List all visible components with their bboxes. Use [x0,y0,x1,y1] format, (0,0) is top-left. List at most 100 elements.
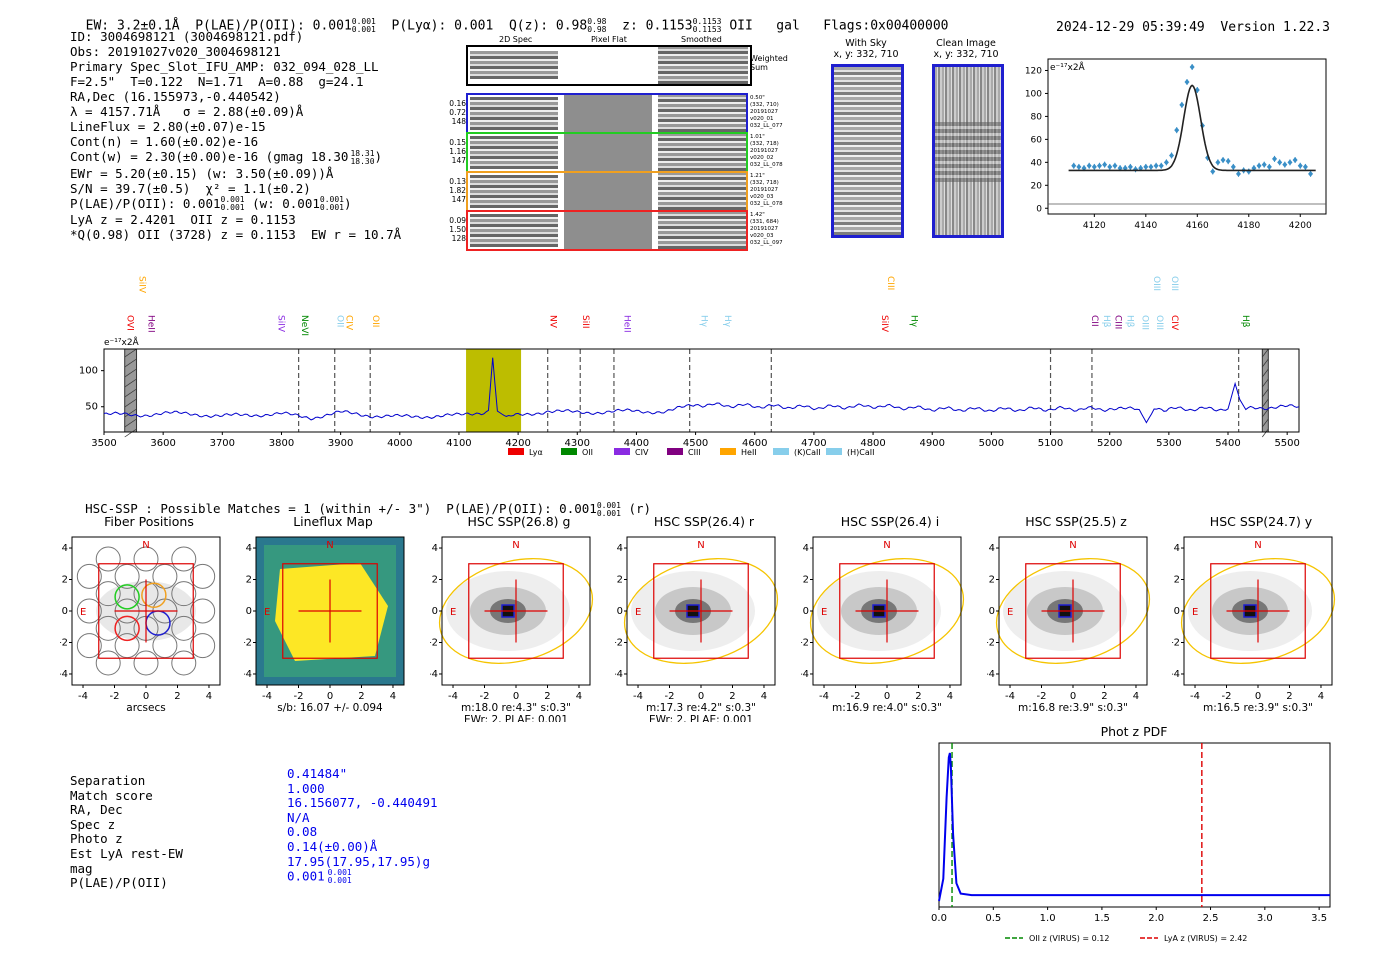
line-fit-point [1143,163,1149,170]
hsc-xtick-label: 2 [544,691,550,702]
hsc-ytick-label: 4 [246,543,252,554]
fiber-circle [76,563,102,589]
cutout-row-frame [466,132,748,173]
hsc-ytick-label: 0 [617,606,623,617]
cutout-flat-image [564,95,652,132]
spectrum-line-label: OII [335,315,345,327]
spectrum-xtick-label: 5100 [1038,438,1063,449]
cutout-meta-line: 032_LL_077 [750,123,783,129]
spectrum-hatch [1262,368,1269,378]
cutout-stat: 147 [451,156,466,165]
line-fit-point [1292,157,1298,164]
match-value: 0.001 0.001 0.001 [287,869,438,885]
cutout-stat: 1.50 [449,225,466,234]
aperture-ellipse [1180,558,1336,664]
info-primary-spec: Primary Spec_Slot_IFU_AMP: 032_094_028_L… [70,59,379,74]
line-fit-plot: e⁻¹⁷x2Å 0 20 40 60 80 100 120 4120 4140 4160 4180… [1025,58,1327,231]
aperture-ellipse [995,558,1151,664]
clean-title-block: Clean Image x, y: 332, 710 [926,38,1006,60]
east-label: E [450,607,456,618]
spectrum-legend-swatch [773,448,789,455]
cutout-meta-line: 0.50" [750,95,765,101]
line-fit-axes [1047,58,1327,215]
photz-axes [938,742,1331,908]
spectrum-hatch [124,358,137,368]
with-sky-image [831,64,904,238]
hsc-ytick-label: 4 [1174,543,1180,554]
cutout-meta-line: 032_LL_097 [750,240,783,246]
cutout-row-frame [466,93,748,134]
hsc-xtick-label: -2 [665,691,675,702]
hsc-xtick-label: 4 [1133,691,1139,702]
hsc-xtick-label: -2 [851,691,861,702]
line-fit-point [1302,163,1308,170]
fiber-circle [171,546,197,572]
photz-xtick-label: 2.5 [1203,913,1219,924]
hsc-panel: HSC SSP(26.4) r N E -4 -4 -2 -2 0 0 2 2 4 4 m:17.3 re… [615,512,785,722]
match-value: N/A [287,810,438,826]
info-block: ID: 3004698121 (3004698121.pdf) Obs: 201… [70,29,401,242]
hsc-panel: HSC SSP(24.7) y N E -4 -4 -2 -2 0 0 2 2 4 4 m:16.5 re… [1172,512,1342,722]
hsc-ytick-label: 4 [617,543,623,554]
line-fit-point [1086,162,1092,169]
line-fit-point [1287,159,1293,166]
info-q-line: *Q(0.98) OII (3728) z = 0.1153 EW r = 10… [70,227,402,242]
line-fit-xtick-label: 4180 [1237,221,1260,231]
hsc-xtick-label: -2 [1037,691,1047,702]
hsc-panel-title: HSC SSP(26.8) g [467,514,571,529]
fiber-highlight-circle [141,582,167,609]
spectrum-xtick-label: 4000 [387,438,412,449]
cutout-meta-line: (331, 684) [750,219,779,225]
match-label: Separation [70,773,146,788]
info-plae: P(LAE)/P(OII): 0.001 [70,195,221,211]
hsc-panels-row: Fiber Positions N E -4 -4 -2 -2 0 0 2 2 4 4 arcsecs Li… [0,512,1400,722]
cutout-smoothed-image [658,173,746,210]
clean-image [932,64,1004,238]
spectrum-yticks: 50 100 [79,366,104,413]
line-fit-point [1076,163,1082,170]
match-value-text: 1.000 [287,780,325,796]
hsc-ytick-label: 2 [62,575,68,586]
cutout-smoothed-image [658,134,746,171]
hsc-panel-title: HSC SSP(25.5) z [1025,514,1127,529]
spectrum-xtick-label: 4800 [860,438,885,449]
line-fit-point [1282,161,1288,168]
line-fit-point [1107,163,1113,170]
cutout-meta-line: 20191027 [750,148,778,154]
hsc-ytick-label: 2 [617,575,623,586]
match-label: RA, Dec [70,802,123,818]
spectrum-line-label: SiIV [137,276,147,294]
spectrum-xtick-label: 5200 [1097,438,1122,449]
north-label: N [326,540,333,551]
spectrum-xtick-label: 4500 [683,438,708,449]
spectrum-line-label: CIV [1169,315,1179,331]
east-label: E [821,607,827,618]
cutout-meta-line: 1.42" [750,212,765,218]
weighted-smoothed-image [658,47,748,84]
info-gmag-sup: 18.31 [350,148,375,158]
hsc-caption: arcsecs [126,702,165,714]
search-box [468,563,564,659]
match-value-text: 17.95(17.95,17.95)g [287,853,430,869]
spectrum-line-label: Hγ [699,315,709,328]
spectrum-xtick-label: 3800 [269,438,294,449]
line-fit-point [1096,162,1102,169]
cutout-row-frame [466,171,748,212]
header-qz-sup: 0.98 [587,17,607,26]
hsc-ytick-label: 4 [803,543,809,554]
spectrum-xtick-label: 4400 [624,438,649,449]
hsc-xtick-label: 0 [513,691,519,702]
spectrum-line-label: Hγ [909,315,919,328]
spectrum-xtick-label: 4600 [742,438,767,449]
hsc-xtick-label: 2 [174,691,180,702]
cutout-meta-line: 1.01" [750,134,765,140]
cutout-2dspec-image [470,136,558,169]
hsc-panel-title: Fiber Positions [104,514,194,529]
hsc-ytick-label: -2 [244,637,252,648]
hsc-xtick-label: 4 [206,691,212,702]
info-plae-row: P(LAE)/P(OII): 0.0010.001 0.001 (w: 0.001… [70,195,352,212]
line-fit-ytick-label: 80 [1031,112,1043,122]
line-fit-point [1297,162,1303,169]
fiber-circle [190,633,216,659]
hsc-xtick-label: -2 [480,691,490,702]
